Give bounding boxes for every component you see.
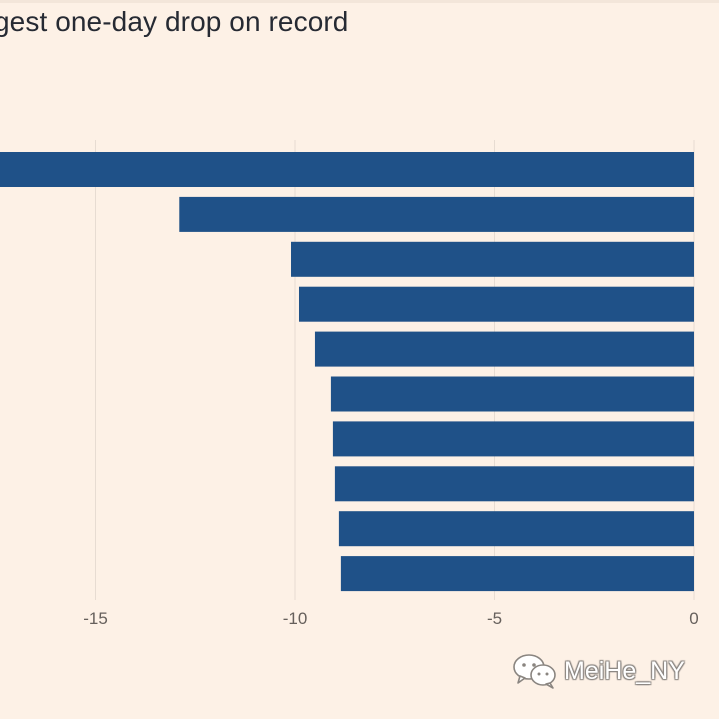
bar <box>340 556 694 592</box>
bar <box>330 376 694 412</box>
chart-title: gest one-day drop on record <box>0 6 349 37</box>
x-axis-ticks: -15 -10 -5 0 <box>83 609 699 628</box>
top-rule <box>0 0 719 3</box>
watermark-text: MeiHe_NY <box>564 656 685 685</box>
x-tick-label: -5 <box>487 609 502 628</box>
watermark: MeiHe_NY <box>512 652 685 690</box>
wechat-icon <box>513 654 556 689</box>
x-tick-label: -15 <box>83 609 108 628</box>
bar <box>338 511 694 547</box>
bar <box>291 241 694 277</box>
x-tick-label: 0 <box>689 609 698 628</box>
bar <box>0 152 695 187</box>
bars <box>0 152 695 592</box>
bar <box>298 286 694 322</box>
bar <box>334 466 694 502</box>
bar <box>314 331 694 367</box>
bar <box>179 196 695 232</box>
x-tick-label: -10 <box>283 609 308 628</box>
bar <box>332 421 694 457</box>
